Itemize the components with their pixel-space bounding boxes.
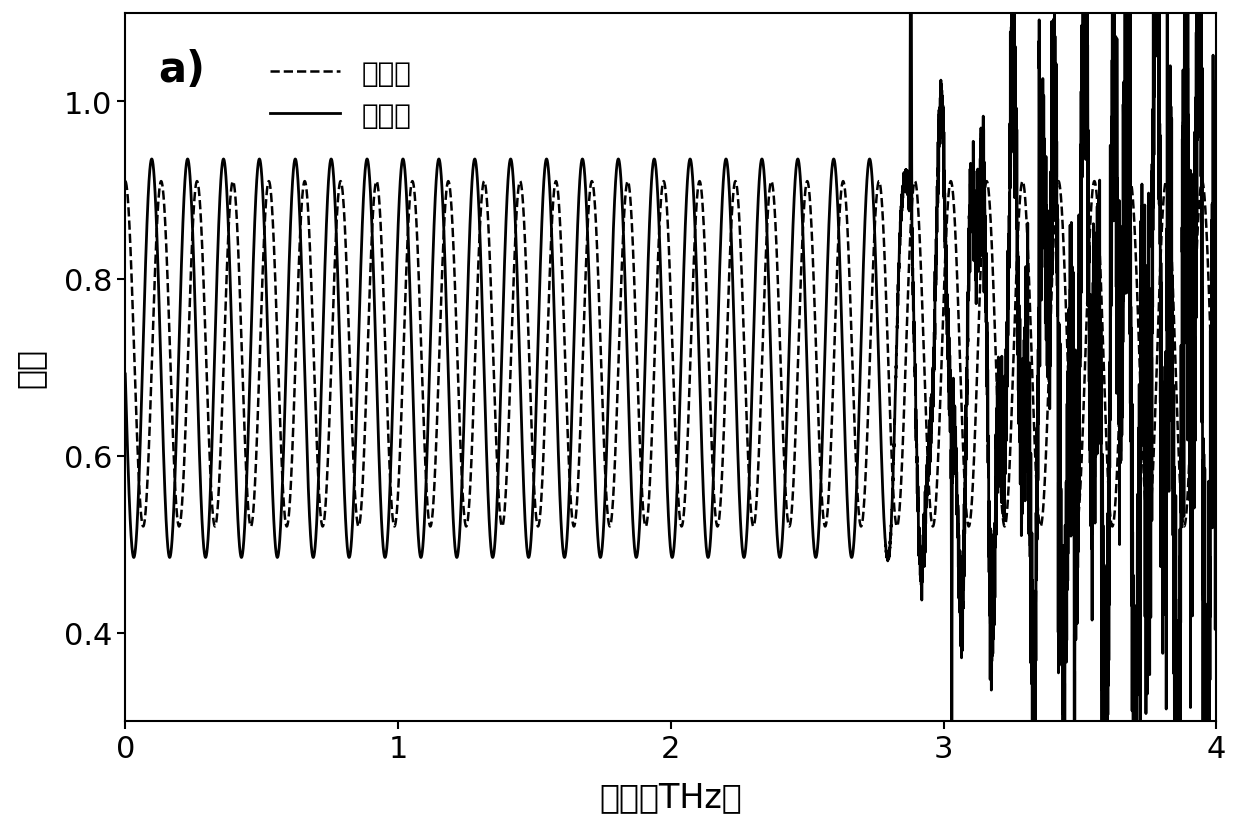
Legend: 理论値, 实际値: 理论値, 实际値 xyxy=(259,49,423,141)
实际値 xyxy=(401,215,415,225)
实际値 xyxy=(781,357,796,367)
Y-axis label: 振幅: 振幅 xyxy=(14,347,47,388)
实际値 xyxy=(692,366,707,375)
Line: 实际値: 实际値 xyxy=(125,0,1216,739)
实际値 xyxy=(1209,557,1224,566)
理论値 xyxy=(677,507,692,517)
Text: a): a) xyxy=(157,50,205,91)
理论値 xyxy=(401,236,415,246)
实际値 xyxy=(280,326,295,336)
理论値 xyxy=(175,490,190,500)
理论値 xyxy=(423,522,438,532)
实际値 xyxy=(118,370,133,380)
理论値 xyxy=(1209,489,1224,499)
Line: 理论値: 理论値 xyxy=(125,182,1216,527)
实际値 xyxy=(175,226,190,236)
理论値 xyxy=(692,177,707,187)
理论値 xyxy=(280,522,295,532)
实际値 xyxy=(677,262,692,272)
理论値 xyxy=(781,521,796,531)
X-axis label: 频率（THz）: 频率（THz） xyxy=(599,780,743,813)
理论値 xyxy=(118,177,133,187)
实际値 xyxy=(945,734,960,744)
